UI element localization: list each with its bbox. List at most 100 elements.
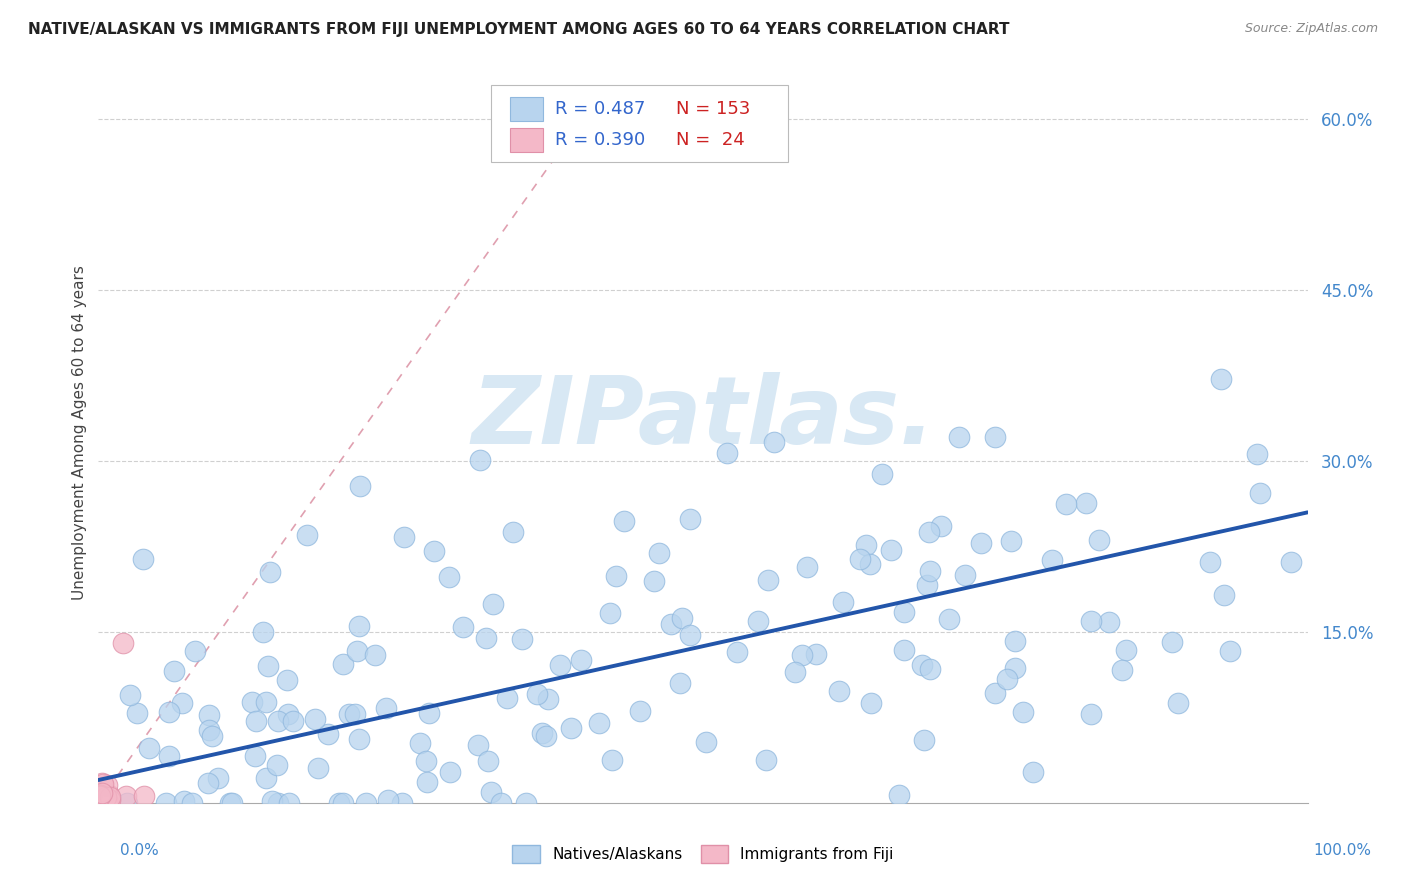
Point (96, 778, 118, 792)
Point (918, 524, 941, 539)
Point (439, 765, 461, 780)
Point (415, 775, 437, 789)
Point (912, 732, 935, 747)
Point (1080, 614, 1102, 628)
Point (114, 789, 136, 803)
Point (855, 538, 877, 552)
Point (648, 546, 671, 560)
Point (392, 530, 415, 544)
Point (349, 479, 371, 493)
Point (613, 514, 636, 528)
Point (277, 796, 299, 810)
FancyBboxPatch shape (492, 85, 787, 162)
Point (415, 754, 437, 768)
Point (163, 665, 186, 679)
Point (479, 785, 502, 799)
Point (1098, 615, 1121, 629)
Point (89, 788, 111, 802)
Point (984, 685, 1007, 699)
Point (918, 564, 941, 578)
Point (181, 796, 204, 810)
Point (588, 715, 610, 730)
Point (91, 784, 114, 798)
Point (347, 731, 370, 746)
Point (254, 772, 277, 786)
Point (1004, 661, 1026, 675)
Point (267, 714, 290, 728)
Point (630, 704, 652, 718)
Point (98, 790, 121, 805)
Point (157, 705, 180, 719)
Point (349, 619, 371, 633)
Point (254, 695, 277, 709)
Point (790, 648, 813, 663)
Text: 100.0%: 100.0% (1313, 843, 1371, 858)
Point (893, 643, 915, 657)
Point (716, 446, 738, 460)
Point (422, 543, 444, 558)
Point (467, 738, 489, 752)
Point (173, 794, 195, 808)
Point (659, 617, 682, 632)
Point (695, 735, 717, 749)
Point (918, 662, 941, 676)
Point (859, 557, 882, 571)
Point (860, 696, 883, 710)
Point (132, 552, 155, 566)
Point (915, 578, 938, 592)
Point (98, 793, 121, 807)
Point (785, 665, 807, 679)
Point (94, 792, 117, 806)
Point (605, 569, 627, 583)
Point (259, 565, 281, 579)
Point (184, 644, 207, 658)
Point (391, 796, 413, 810)
Text: N = 153: N = 153 (676, 100, 751, 118)
Point (1022, 764, 1045, 779)
Point (806, 647, 828, 661)
Point (502, 525, 524, 540)
Point (89, 787, 111, 801)
Point (262, 794, 284, 808)
Point (332, 796, 354, 810)
Text: ZIPatlas.: ZIPatlas. (471, 372, 935, 464)
Point (1042, 553, 1064, 567)
Point (375, 701, 398, 715)
Point (89, 788, 111, 802)
Point (984, 430, 1007, 444)
Point (515, 796, 537, 810)
Point (481, 598, 503, 612)
Point (277, 706, 299, 721)
Point (155, 796, 177, 810)
Text: NATIVE/ALASKAN VS IMMIGRANTS FROM FIJI UNEMPLOYMENT AMONG AGES 60 TO 64 YEARS CO: NATIVE/ALASKAN VS IMMIGRANTS FROM FIJI U… (28, 22, 1010, 37)
FancyBboxPatch shape (509, 97, 543, 121)
Point (337, 706, 360, 721)
Point (832, 595, 855, 609)
Point (489, 796, 512, 810)
Point (256, 658, 278, 673)
Point (207, 771, 229, 785)
Point (475, 632, 498, 646)
Y-axis label: Unemployment Among Ages 60 to 64 years: Unemployment Among Ages 60 to 64 years (72, 265, 87, 600)
Point (1088, 533, 1111, 547)
Point (643, 574, 665, 588)
Point (281, 714, 304, 729)
Point (1115, 642, 1137, 657)
Point (1004, 633, 1026, 648)
Point (887, 788, 910, 802)
Point (1219, 644, 1241, 658)
FancyBboxPatch shape (509, 128, 543, 152)
Point (332, 657, 354, 671)
Point (98, 789, 121, 803)
Point (755, 754, 778, 768)
Text: Source: ZipAtlas.com: Source: ZipAtlas.com (1244, 22, 1378, 36)
Legend: Natives/Alaskans, Immigrants from Fiji: Natives/Alaskans, Immigrants from Fiji (506, 839, 900, 869)
Point (477, 754, 499, 768)
Point (536, 729, 558, 743)
Point (747, 614, 769, 628)
Point (762, 434, 785, 449)
Point (197, 723, 219, 737)
Point (346, 644, 368, 658)
Point (93, 788, 115, 802)
Point (1074, 496, 1097, 510)
